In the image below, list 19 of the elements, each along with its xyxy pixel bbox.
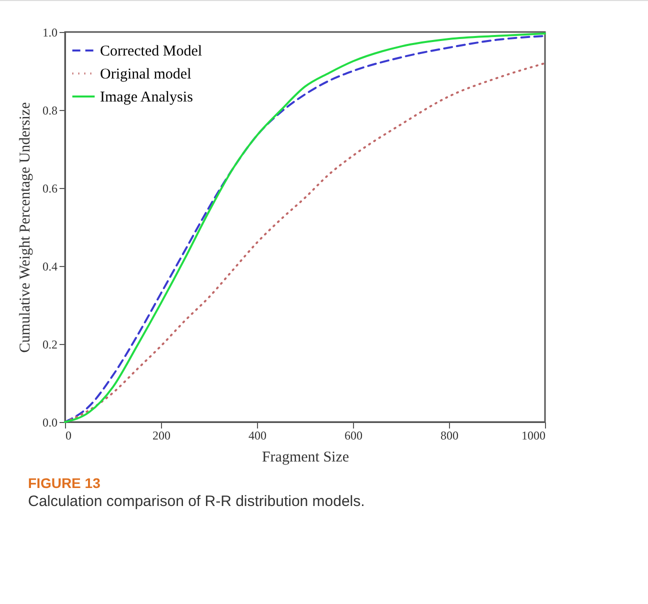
legend-label: Original model bbox=[100, 66, 192, 82]
y-tick-label: 0.0 bbox=[42, 416, 58, 430]
text: Calculation comparison of R-R distribution models. bbox=[28, 493, 366, 510]
x-tick-label: 400 bbox=[248, 428, 266, 442]
y-tick-label: 0.2 bbox=[42, 338, 58, 352]
x-axis-title: Fragment Size bbox=[262, 450, 350, 466]
legend-label: Corrected Model bbox=[100, 44, 202, 60]
x-tick-label: 0 bbox=[66, 428, 72, 442]
y-tick-label: 1.0 bbox=[42, 26, 58, 40]
text: FIGURE 13 bbox=[28, 475, 102, 491]
x-tick-label: 800 bbox=[440, 428, 458, 442]
legend-label: Image Analysis bbox=[100, 90, 194, 106]
y-tick-label: 0.6 bbox=[42, 182, 58, 196]
y-axis-title: Cumulative Weight Percentage Undersize bbox=[18, 102, 34, 353]
x-tick-label: 600 bbox=[344, 428, 362, 442]
y-tick-label: 0.4 bbox=[42, 260, 58, 274]
y-tick-label: 0.8 bbox=[42, 104, 58, 118]
x-tick-label: 200 bbox=[152, 428, 170, 442]
x-tick-label: 1000 bbox=[522, 428, 546, 442]
